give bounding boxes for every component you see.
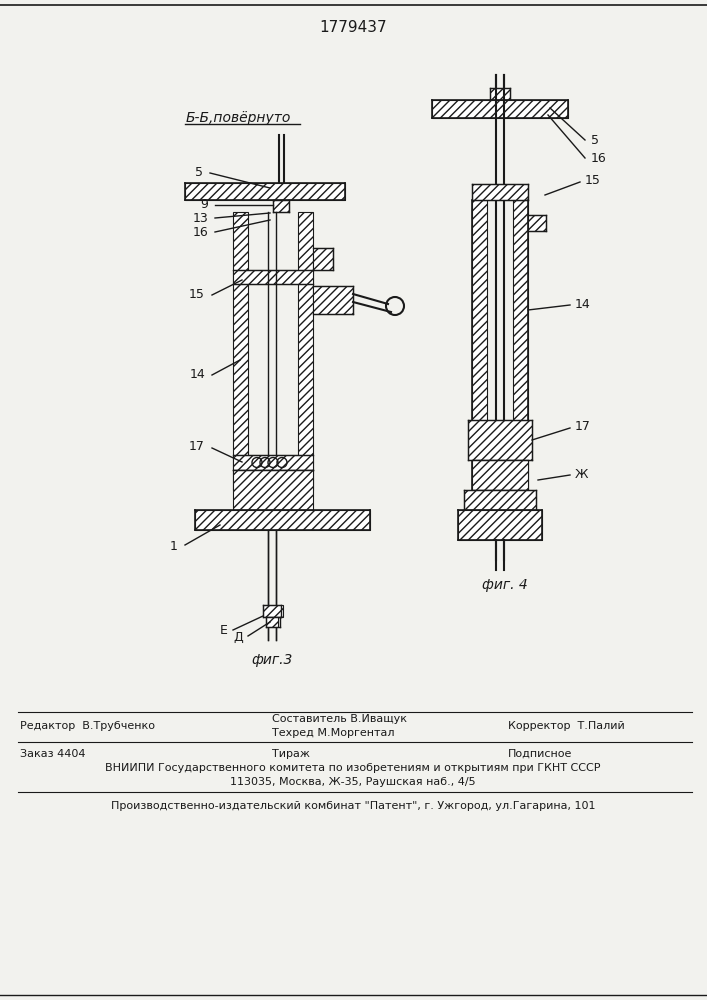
Text: Ж: Ж — [575, 468, 588, 481]
Text: 16: 16 — [192, 226, 208, 238]
Text: Б-Б,повёрнуто: Б-Б,повёрнуто — [185, 111, 291, 125]
Bar — [233, 270, 313, 284]
Bar — [233, 212, 248, 490]
Text: ВНИИПИ Государственного комитета по изобретениям и открытиям при ГКНТ СССР: ВНИИПИ Государственного комитета по изоб… — [105, 763, 601, 773]
Text: 1: 1 — [170, 540, 178, 554]
Text: Редактор  В.Трубченко: Редактор В.Трубченко — [20, 721, 155, 731]
Bar — [468, 420, 532, 460]
Text: Составитель В.Иващук: Составитель В.Иващук — [272, 714, 407, 724]
Bar — [273, 200, 289, 212]
Text: фиг. 4: фиг. 4 — [482, 578, 528, 592]
Text: 5: 5 — [591, 133, 599, 146]
Text: 16: 16 — [591, 151, 607, 164]
Bar — [313, 248, 333, 270]
Text: 15: 15 — [585, 174, 601, 186]
Bar — [472, 184, 528, 200]
Bar — [233, 470, 313, 510]
Bar — [472, 200, 487, 490]
Text: Подписное: Подписное — [508, 749, 573, 759]
Text: 14: 14 — [189, 368, 205, 381]
Bar — [233, 455, 313, 470]
Bar — [513, 200, 528, 490]
Bar — [185, 183, 345, 200]
Text: 14: 14 — [575, 298, 591, 310]
Bar — [195, 510, 370, 530]
Bar — [266, 617, 278, 627]
Text: Д: Д — [233, 631, 243, 644]
Bar — [298, 212, 313, 490]
Text: 13: 13 — [192, 212, 208, 225]
Text: Техред М.Моргентал: Техред М.Моргентал — [272, 728, 395, 738]
Text: 15: 15 — [189, 288, 205, 302]
Bar — [313, 286, 353, 314]
Text: Тираж: Тираж — [272, 749, 310, 759]
Bar — [464, 490, 536, 510]
Text: 1779437: 1779437 — [319, 20, 387, 35]
Text: 9: 9 — [200, 198, 208, 212]
Bar — [528, 215, 546, 231]
Bar — [490, 88, 510, 100]
Text: Е: Е — [220, 624, 228, 638]
Text: 113035, Москва, Ж-35, Раушская наб., 4/5: 113035, Москва, Ж-35, Раушская наб., 4/5 — [230, 777, 476, 787]
Text: 17: 17 — [575, 420, 591, 434]
Text: Производственно-издательский комбинат "Патент", г. Ужгород, ул.Гагарина, 101: Производственно-издательский комбинат "П… — [111, 801, 595, 811]
Text: Заказ 4404: Заказ 4404 — [20, 749, 86, 759]
Bar — [263, 605, 283, 617]
Bar — [432, 100, 568, 118]
Text: Корректор  Т.Палий: Корректор Т.Палий — [508, 721, 625, 731]
Bar — [458, 510, 542, 540]
Text: 17: 17 — [189, 440, 205, 454]
Text: 5: 5 — [195, 165, 203, 178]
Text: фиг.3: фиг.3 — [251, 653, 293, 667]
Bar — [472, 460, 528, 490]
